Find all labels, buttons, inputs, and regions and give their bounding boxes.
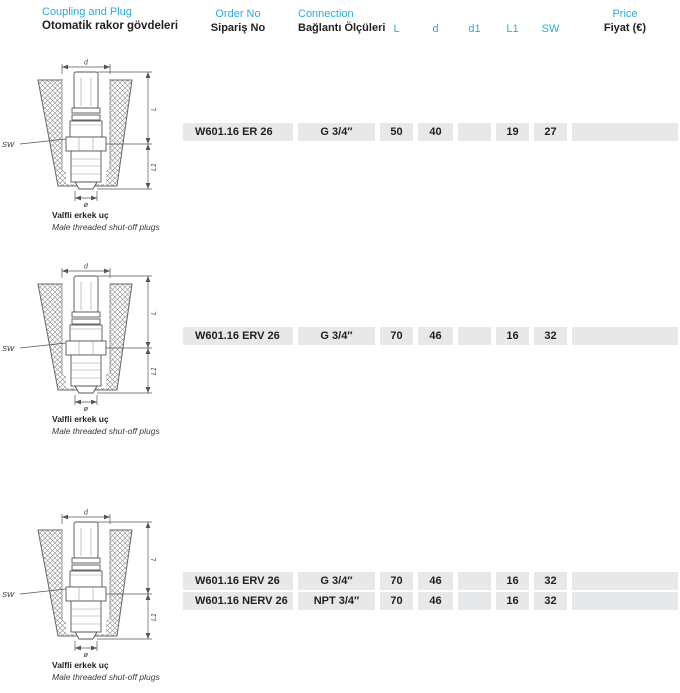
- connection-label-tr: Bağlantı Ölçüleri: [298, 22, 386, 34]
- caption-tr: Valfli erkek uç: [52, 414, 109, 424]
- L1-cell: 19: [496, 123, 529, 141]
- connection-cell: G 3/4″: [298, 572, 375, 590]
- L-cell: 50: [380, 123, 413, 141]
- connection-label-en: Connection: [298, 8, 354, 20]
- page-title-tr: Otomatik rakor gövdeleri: [42, 20, 179, 32]
- connection-cell: NPT 3/4″: [298, 592, 375, 610]
- L1-cell: 16: [496, 327, 529, 345]
- caption-en: Male threaded shut-off plugs: [52, 425, 160, 436]
- L-cell: 70: [380, 572, 413, 590]
- d1-cell: [458, 327, 491, 345]
- price-cell: [572, 123, 678, 141]
- d-cell: 46: [418, 592, 453, 610]
- d1-cell: [458, 123, 491, 141]
- column-header-connection: Connection Bağlantı Ölçüleri: [298, 7, 408, 35]
- table-row: W601.16 ERV 26 G 3/4″ 70 46 16 32: [0, 327, 680, 345]
- page-title: Coupling and Plug Otomatik rakor gövdele…: [42, 5, 178, 33]
- order-no-cell: W601.16 ERV 26: [183, 327, 293, 345]
- caption-tr: Valfli erkek uç: [52, 660, 109, 670]
- column-header-L: L: [393, 23, 400, 35]
- table-row: W601.16 NERV 26 NPT 3/4″ 70 46 16 32: [0, 592, 680, 610]
- price-cell: [572, 327, 678, 345]
- d-cell: 46: [418, 572, 453, 590]
- column-header-d1: d1: [468, 23, 481, 35]
- price-label-en: Price: [612, 8, 638, 20]
- SW-cell: 32: [534, 572, 567, 590]
- column-header-price: Price Fiyat (€): [572, 7, 678, 35]
- L1-cell: 16: [496, 572, 529, 590]
- price-cell: [572, 592, 678, 610]
- L-cell: 70: [380, 592, 413, 610]
- d1-cell: [458, 572, 491, 590]
- caption-en: Male threaded shut-off plugs: [52, 221, 160, 232]
- L1-cell: 16: [496, 592, 529, 610]
- price-label-tr: Fiyat (€): [603, 22, 647, 34]
- caption-en: Male threaded shut-off plugs: [52, 671, 160, 682]
- figure-caption: Valfli erkek uç Male threaded shut-off p…: [52, 210, 200, 233]
- SW-cell: 32: [534, 592, 567, 610]
- table-row: W601.16 ERV 26 G 3/4″ 70 46 16 32: [0, 572, 680, 590]
- figure-caption: Valfli erkek uç Male threaded shut-off p…: [52, 660, 200, 683]
- caption-tr: Valfli erkek uç: [52, 210, 109, 220]
- figure-caption: Valfli erkek uç Male threaded shut-off p…: [52, 414, 200, 437]
- d-cell: 40: [418, 123, 453, 141]
- d-cell: 46: [418, 327, 453, 345]
- column-header-order-no: Order No Sipariş No: [183, 7, 293, 35]
- order-no-label-tr: Sipariş No: [210, 22, 266, 34]
- technical-drawing-plug-1: Valfli erkek uç Male threaded shut-off p…: [0, 58, 200, 233]
- d1-cell: [458, 592, 491, 610]
- technical-drawing-plug-3: Valfli erkek uç Male threaded shut-off p…: [0, 508, 200, 683]
- page-title-en: Coupling and Plug: [42, 6, 132, 18]
- order-no-cell: W601.16 ERV 26: [183, 572, 293, 590]
- price-cell: [572, 572, 678, 590]
- connection-cell: G 3/4″: [298, 123, 375, 141]
- column-header-L1: L1: [506, 23, 519, 35]
- L-cell: 70: [380, 327, 413, 345]
- column-header-d: d: [432, 23, 439, 35]
- order-no-label-en: Order No: [215, 8, 261, 20]
- SW-cell: 27: [534, 123, 567, 141]
- connection-cell: G 3/4″: [298, 327, 375, 345]
- order-no-cell: W601.16 NERV 26: [183, 592, 293, 610]
- column-header-SW: SW: [541, 23, 560, 35]
- technical-drawing-plug-2: Valfli erkek uç Male threaded shut-off p…: [0, 262, 200, 437]
- table-row: W601.16 ER 26 G 3/4″ 50 40 19 27: [0, 123, 680, 141]
- SW-cell: 32: [534, 327, 567, 345]
- order-no-cell: W601.16 ER 26: [183, 123, 293, 141]
